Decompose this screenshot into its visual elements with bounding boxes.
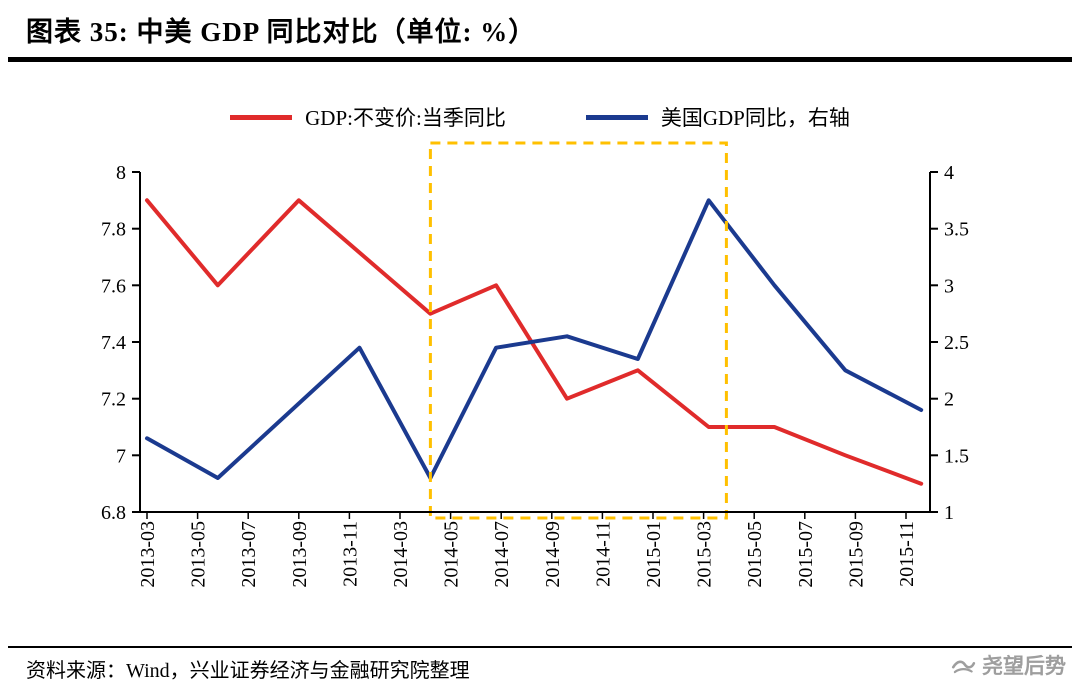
legend-label-us-gdp: 美国GDP同比，右轴 <box>660 106 850 130</box>
x-axis-tick-label: 2015-07 <box>795 521 817 588</box>
legend-swatch-china-gdp <box>230 114 293 120</box>
x-axis-tick-label: 2014-03 <box>390 521 412 588</box>
x-axis-tick-label: 2014-09 <box>542 521 564 588</box>
right-axis-tick-label: 4 <box>944 162 954 184</box>
x-axis-tick-label: 2015-05 <box>744 521 766 588</box>
legend-item-china-gdp: GDP:不变价:当季同比 <box>230 102 506 132</box>
series-line-1 <box>145 198 924 480</box>
left-axis-tick-label: 7.2 <box>101 389 126 411</box>
legend-label-china-gdp: GDP:不变价:当季同比 <box>305 106 506 130</box>
x-axis-tick-label: 2013-11 <box>339 521 361 587</box>
x-axis-tick-label: 2013-05 <box>188 521 210 588</box>
x-axis-tick-label: 2015-11 <box>896 521 918 587</box>
right-axis-tick-label: 2.5 <box>944 332 969 354</box>
watermark-text: 尧望后势 <box>982 654 1066 678</box>
left-axis-tick-label: 7.6 <box>101 275 126 297</box>
x-axis-tick-label: 2013-09 <box>289 521 311 588</box>
footer-divider <box>8 646 1072 648</box>
x-axis-tick-label: 2014-07 <box>491 521 513 588</box>
right-axis-tick-label: 2 <box>944 389 954 411</box>
legend-swatch-us-gdp <box>585 114 648 120</box>
highlight-box <box>428 141 728 520</box>
right-axis-tick-label: 1.5 <box>944 445 969 467</box>
x-axis-tick-label: 2015-01 <box>643 521 665 588</box>
legend-item-us-gdp: 美国GDP同比，右轴 <box>585 102 850 132</box>
watermark-logo <box>951 660 976 674</box>
chart-legend: GDP:不变价:当季同比 美国GDP同比，右轴 <box>0 102 1080 132</box>
left-axis-tick-label: 7.8 <box>101 219 126 241</box>
x-axis-tick-label: 2014-05 <box>441 521 463 588</box>
title-underline <box>8 57 1072 62</box>
page-title: 图表 35: 中美 GDP 同比对比（单位: %） <box>26 17 537 47</box>
x-axis-tick-label: 2015-03 <box>694 521 716 588</box>
x-axis-tick-label: 2013-03 <box>137 521 159 588</box>
right-axis-tick-label: 3.5 <box>944 219 969 241</box>
left-axis-tick-label: 6.8 <box>101 502 126 524</box>
left-axis-tick-label: 7.4 <box>101 332 126 354</box>
left-axis-tick-label: 8 <box>116 162 126 184</box>
right-axis-tick-label: 1 <box>944 502 954 524</box>
x-axis-tick-label: 2015-09 <box>845 521 867 588</box>
right-axis-tick-label: 3 <box>944 275 954 297</box>
data-source-note: 资料来源：Wind，兴业证券经济与金融研究院整理 <box>26 660 470 682</box>
x-axis-tick-label: 2014-11 <box>592 521 614 587</box>
x-axis-tick-label: 2013-07 <box>238 521 260 588</box>
left-axis-tick-label: 7 <box>116 445 126 467</box>
watermark: 尧望后势 <box>950 650 1066 680</box>
